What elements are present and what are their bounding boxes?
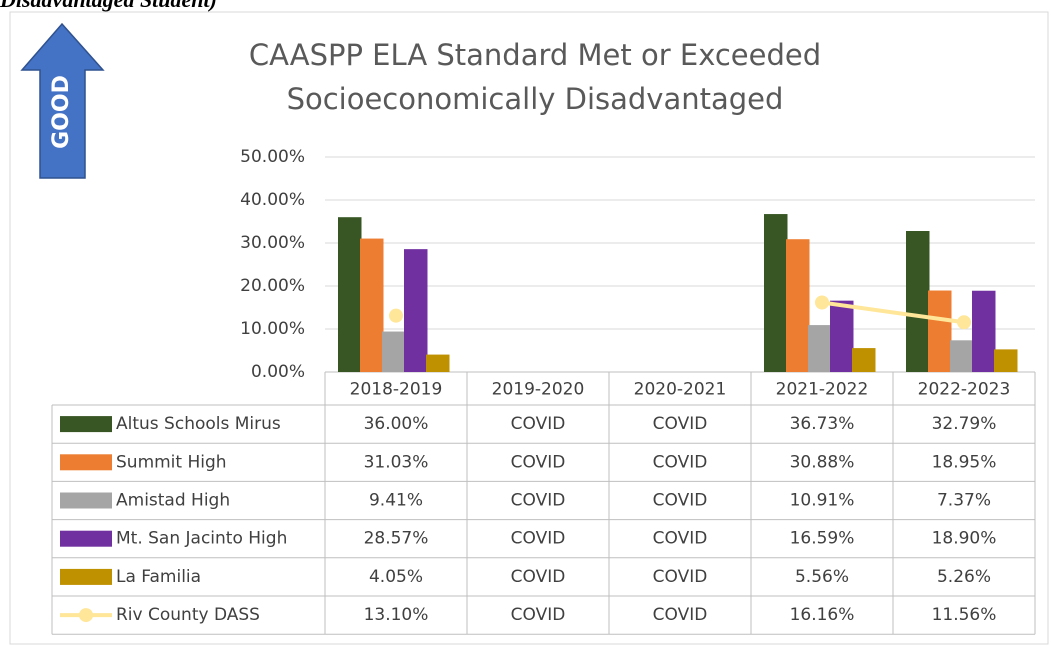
table-cell: 4.05% — [369, 567, 423, 587]
table-cell: COVID — [653, 605, 708, 625]
bar — [852, 348, 876, 372]
x-tick-label: 2018-2019 — [350, 380, 443, 400]
table-cell: 7.37% — [937, 491, 991, 511]
x-tick-label: 2019-2020 — [492, 380, 585, 400]
table-cell: 36.73% — [790, 414, 855, 434]
legend-label: Amistad High — [116, 491, 230, 511]
table-cell: COVID — [653, 452, 708, 472]
x-tick-label: 2022-2023 — [918, 380, 1011, 400]
table-cell: COVID — [653, 414, 708, 434]
table-cell: 36.00% — [364, 414, 429, 434]
table-cell: 32.79% — [932, 414, 997, 434]
bar — [994, 349, 1018, 372]
table-cell: COVID — [511, 452, 566, 472]
line-marker — [957, 315, 971, 330]
y-tick-label: 40.00% — [240, 190, 305, 210]
table-cell: COVID — [511, 605, 566, 625]
chart-title: CAASPP ELA Standard Met or Exceeded — [249, 38, 821, 72]
y-tick-label: 10.00% — [240, 319, 305, 339]
legend-label: La Familia — [116, 567, 201, 587]
table-cell: COVID — [653, 491, 708, 511]
table-cell: COVID — [511, 529, 566, 549]
legend-label: Riv County DASS — [116, 605, 260, 625]
chart-border — [9, 11, 1049, 645]
bar — [360, 238, 384, 372]
legend-key — [60, 568, 112, 585]
bar — [928, 290, 952, 372]
table-cell: 11.56% — [932, 605, 997, 625]
good-label: GOOD — [49, 75, 74, 149]
table-cell: 31.03% — [364, 452, 429, 472]
legend-label: Mt. San Jacinto High — [116, 529, 287, 549]
table-cell: 18.95% — [932, 452, 997, 472]
table-cell: COVID — [653, 567, 708, 587]
x-tick-label: 2021-2022 — [776, 380, 869, 400]
table-cell: 13.10% — [364, 605, 429, 625]
line-marker — [389, 308, 403, 323]
x-tick-label: 2020-2021 — [634, 380, 727, 400]
caption: Disadvantaged Student) — [0, 0, 217, 12]
bar — [950, 340, 974, 372]
bar — [764, 214, 788, 372]
table-cell: 5.56% — [795, 567, 849, 587]
table-cell: 5.26% — [937, 567, 991, 587]
y-tick-label: 30.00% — [240, 233, 305, 253]
table-cell: 18.90% — [932, 529, 997, 549]
bar — [972, 290, 996, 372]
line-marker — [815, 295, 829, 310]
y-tick-label: 0.00% — [251, 362, 305, 382]
y-tick-label: 20.00% — [240, 276, 305, 296]
legend-key — [60, 530, 112, 547]
legend-label: Altus Schools Mirus — [116, 414, 281, 434]
table-cell: 28.57% — [364, 529, 429, 549]
chart-subtitle: Socioeconomically Disadvantaged — [287, 82, 784, 116]
legend-key — [60, 416, 112, 433]
good-arrow — [20, 22, 105, 179]
legend-label: Summit High — [116, 452, 227, 472]
bar — [808, 325, 832, 372]
bar — [426, 354, 450, 372]
legend-key — [60, 492, 112, 509]
table-cell: 16.59% — [790, 529, 855, 549]
bar — [338, 217, 362, 372]
bar — [830, 300, 854, 372]
table-cell: 10.91% — [790, 491, 855, 511]
y-tick-label: 50.00% — [240, 147, 305, 167]
line — [821, 300, 965, 325]
table-cell: COVID — [511, 491, 566, 511]
table-cell: COVID — [511, 567, 566, 587]
table-cell: 9.41% — [369, 491, 423, 511]
bar — [404, 249, 428, 372]
bar — [906, 231, 930, 372]
table-cell: COVID — [653, 529, 708, 549]
table-cell: 16.16% — [790, 605, 855, 625]
table-cell: 30.88% — [790, 452, 855, 472]
legend-key-marker — [79, 608, 93, 623]
bar — [786, 239, 810, 372]
legend-key — [60, 454, 112, 471]
bar — [382, 331, 406, 372]
table-cell: COVID — [511, 414, 566, 434]
